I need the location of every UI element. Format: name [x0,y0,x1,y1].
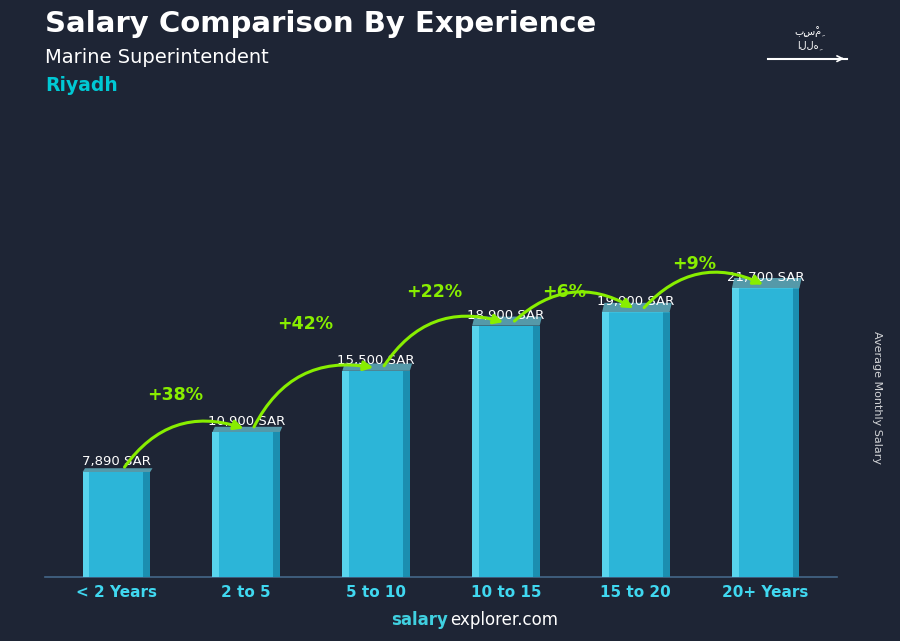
Text: بِسْمِ: بِسْمِ [794,26,822,37]
Polygon shape [274,432,280,577]
Text: 10,900 SAR: 10,900 SAR [208,415,285,428]
Text: explorer.com: explorer.com [450,612,558,629]
Text: +42%: +42% [276,315,333,333]
Text: +6%: +6% [543,283,586,301]
Text: +38%: +38% [147,386,202,404]
Polygon shape [472,326,540,577]
Polygon shape [732,288,799,577]
Polygon shape [732,288,739,577]
Polygon shape [342,371,410,577]
Text: salary: salary [392,612,448,629]
Text: 15,500 SAR: 15,500 SAR [338,354,415,367]
Polygon shape [602,312,608,577]
Polygon shape [83,468,152,472]
Text: Riyadh: Riyadh [45,76,118,95]
Polygon shape [342,363,412,371]
Polygon shape [83,472,89,577]
Polygon shape [732,278,802,288]
Polygon shape [212,432,280,577]
Polygon shape [472,326,479,577]
Text: Marine Superintendent: Marine Superintendent [45,48,269,67]
Polygon shape [212,427,283,432]
Text: 21,700 SAR: 21,700 SAR [727,271,805,285]
Polygon shape [403,371,410,577]
Text: 7,890 SAR: 7,890 SAR [82,455,151,468]
Polygon shape [212,432,220,577]
Text: +9%: +9% [672,256,716,274]
Polygon shape [793,288,799,577]
Text: 18,900 SAR: 18,900 SAR [467,308,544,322]
Polygon shape [533,326,540,577]
Text: 19,900 SAR: 19,900 SAR [597,296,674,308]
Polygon shape [342,371,349,577]
Polygon shape [83,472,150,577]
Polygon shape [662,312,670,577]
Polygon shape [602,303,671,312]
Polygon shape [472,317,542,326]
Text: +22%: +22% [407,283,463,301]
Text: Average Monthly Salary: Average Monthly Salary [872,331,883,464]
Polygon shape [143,472,150,577]
Text: Salary Comparison By Experience: Salary Comparison By Experience [45,10,596,38]
Polygon shape [602,312,670,577]
Text: اللهِ: اللهِ [796,40,819,51]
